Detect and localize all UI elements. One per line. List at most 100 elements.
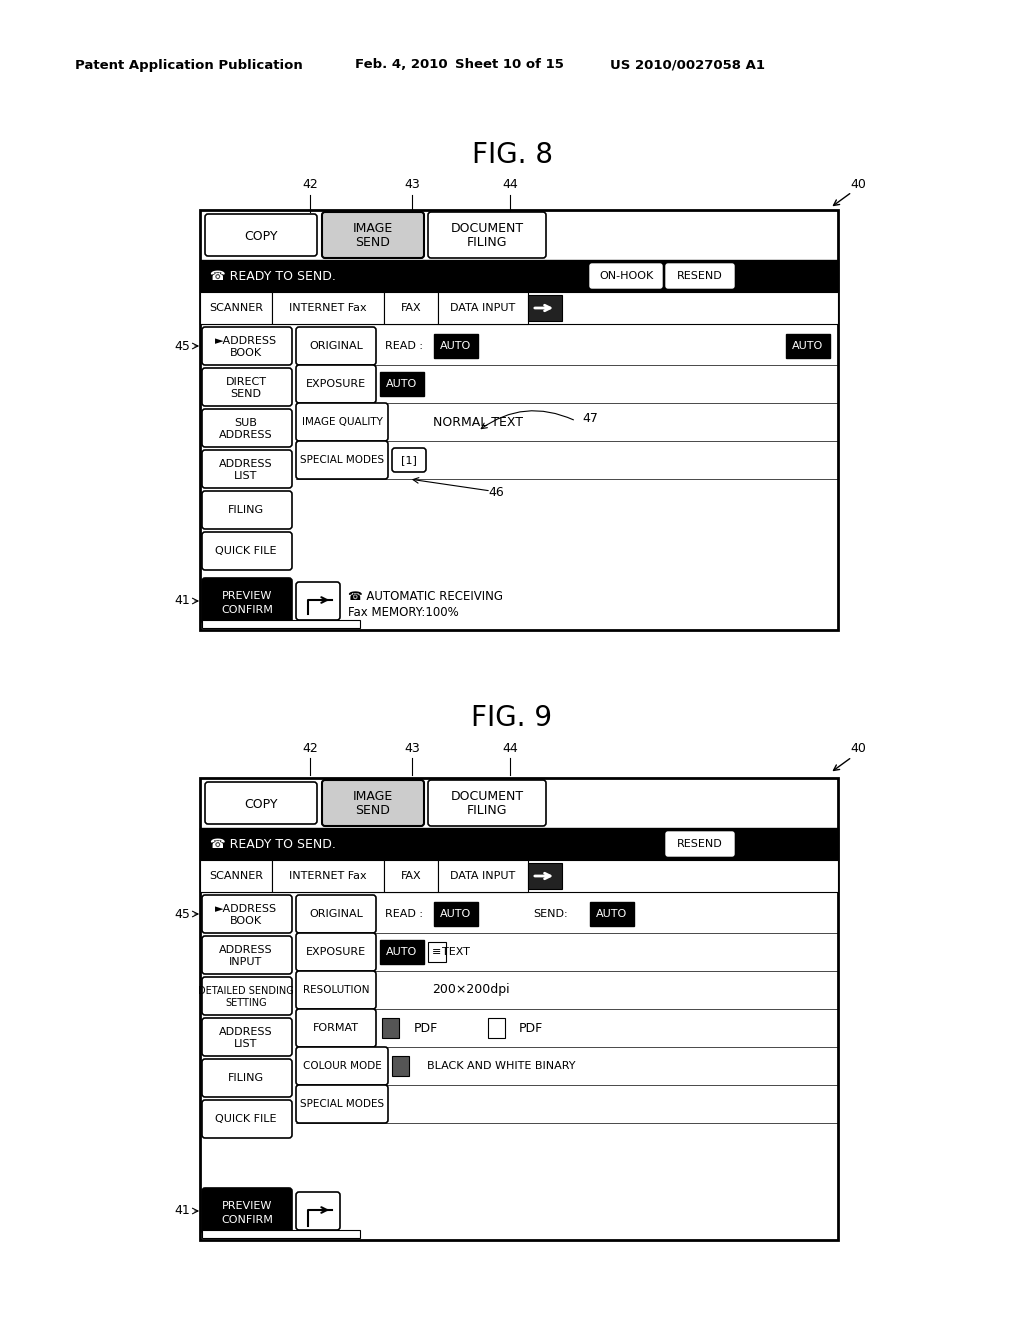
Text: SETTING: SETTING — [225, 998, 267, 1008]
FancyBboxPatch shape — [438, 292, 528, 323]
Text: 40: 40 — [850, 742, 866, 755]
Text: AUTO: AUTO — [440, 341, 472, 351]
Text: FILING: FILING — [228, 506, 264, 515]
FancyBboxPatch shape — [202, 409, 292, 447]
FancyBboxPatch shape — [202, 1100, 292, 1138]
FancyBboxPatch shape — [202, 1059, 292, 1097]
Text: READ :: READ : — [385, 341, 423, 351]
Text: 44: 44 — [502, 742, 518, 755]
Text: ☎ READY TO SEND.: ☎ READY TO SEND. — [210, 837, 336, 850]
Text: 45: 45 — [174, 339, 190, 352]
Text: COPY: COPY — [245, 230, 278, 243]
Text: PDF: PDF — [414, 1022, 438, 1035]
Text: SEND: SEND — [230, 389, 261, 399]
FancyBboxPatch shape — [202, 620, 360, 628]
FancyBboxPatch shape — [392, 447, 426, 473]
Text: BOOK: BOOK — [230, 348, 262, 358]
Text: ADDRESS: ADDRESS — [219, 945, 272, 954]
Text: ☎ AUTOMATIC RECEIVING: ☎ AUTOMATIC RECEIVING — [348, 590, 503, 602]
Text: DETAILED SENDING: DETAILED SENDING — [198, 986, 294, 997]
Text: INTERNET Fax: INTERNET Fax — [289, 871, 367, 880]
FancyBboxPatch shape — [296, 1047, 388, 1085]
FancyBboxPatch shape — [272, 861, 384, 892]
Text: SPECIAL MODES: SPECIAL MODES — [300, 1100, 384, 1109]
Text: 41: 41 — [174, 1204, 190, 1217]
FancyBboxPatch shape — [200, 260, 838, 292]
FancyBboxPatch shape — [384, 861, 438, 892]
Text: SEND:: SEND: — [534, 909, 568, 919]
Text: INPUT: INPUT — [229, 957, 262, 968]
Text: DIRECT: DIRECT — [225, 378, 266, 387]
FancyBboxPatch shape — [200, 828, 838, 861]
FancyBboxPatch shape — [202, 895, 292, 933]
FancyBboxPatch shape — [296, 972, 376, 1008]
Text: ORIGINAL: ORIGINAL — [309, 909, 362, 919]
FancyBboxPatch shape — [296, 933, 376, 972]
FancyBboxPatch shape — [528, 863, 562, 888]
Text: FAX: FAX — [400, 304, 421, 313]
FancyBboxPatch shape — [202, 578, 292, 624]
Text: INTERNET Fax: INTERNET Fax — [289, 304, 367, 313]
FancyBboxPatch shape — [200, 777, 838, 1239]
Text: ►ADDRESS: ►ADDRESS — [215, 904, 278, 913]
Text: RESEND: RESEND — [677, 271, 723, 281]
FancyBboxPatch shape — [202, 532, 292, 570]
Text: AUTO: AUTO — [386, 379, 418, 389]
FancyBboxPatch shape — [786, 334, 830, 358]
FancyBboxPatch shape — [528, 294, 562, 321]
Text: 41: 41 — [174, 594, 190, 607]
Text: FORMAT: FORMAT — [313, 1023, 359, 1034]
Text: FILING: FILING — [228, 1073, 264, 1082]
Text: AUTO: AUTO — [793, 341, 823, 351]
FancyBboxPatch shape — [205, 781, 317, 824]
FancyBboxPatch shape — [296, 441, 388, 479]
Text: 40: 40 — [850, 178, 866, 191]
Text: ADDRESS: ADDRESS — [219, 459, 272, 469]
Text: NORMAL TEXT: NORMAL TEXT — [433, 416, 523, 429]
Text: 42: 42 — [302, 178, 317, 191]
Text: 47: 47 — [582, 412, 598, 425]
Text: DATA INPUT: DATA INPUT — [451, 304, 516, 313]
Text: SUB: SUB — [234, 418, 257, 428]
FancyBboxPatch shape — [296, 1192, 340, 1230]
Text: AUTO: AUTO — [596, 909, 628, 919]
Text: IMAGE: IMAGE — [353, 222, 393, 235]
FancyBboxPatch shape — [200, 292, 838, 323]
FancyBboxPatch shape — [200, 861, 838, 892]
FancyBboxPatch shape — [434, 902, 478, 927]
FancyBboxPatch shape — [384, 292, 438, 323]
Text: 42: 42 — [302, 742, 317, 755]
Text: PDF: PDF — [519, 1022, 543, 1035]
FancyBboxPatch shape — [392, 1056, 409, 1076]
Text: QUICK FILE: QUICK FILE — [215, 546, 276, 556]
Text: FILING: FILING — [467, 235, 507, 248]
Text: DATA INPUT: DATA INPUT — [451, 871, 516, 880]
Text: ADDRESS: ADDRESS — [219, 1027, 272, 1038]
FancyBboxPatch shape — [202, 368, 292, 407]
Text: US 2010/0027058 A1: US 2010/0027058 A1 — [610, 58, 765, 71]
Text: DOCUMENT: DOCUMENT — [451, 789, 523, 803]
Text: 45: 45 — [174, 908, 190, 920]
Text: Sheet 10 of 15: Sheet 10 of 15 — [455, 58, 564, 71]
FancyBboxPatch shape — [296, 1008, 376, 1047]
Text: EXPOSURE: EXPOSURE — [306, 946, 366, 957]
Text: SEND: SEND — [355, 235, 390, 248]
Text: 44: 44 — [502, 178, 518, 191]
Text: PREVIEW: PREVIEW — [222, 1201, 272, 1210]
Text: ADDRESS: ADDRESS — [219, 430, 272, 440]
Text: READ :: READ : — [385, 909, 423, 919]
FancyBboxPatch shape — [202, 1018, 292, 1056]
Text: 200×200dpi: 200×200dpi — [432, 983, 510, 997]
FancyBboxPatch shape — [428, 213, 546, 257]
Text: ►ADDRESS: ►ADDRESS — [215, 337, 278, 346]
FancyBboxPatch shape — [202, 450, 292, 488]
Text: ORIGINAL: ORIGINAL — [309, 341, 362, 351]
FancyBboxPatch shape — [202, 1188, 292, 1234]
Text: COPY: COPY — [245, 797, 278, 810]
FancyBboxPatch shape — [428, 942, 446, 962]
Text: IMAGE QUALITY: IMAGE QUALITY — [301, 417, 382, 426]
FancyBboxPatch shape — [200, 210, 838, 630]
FancyBboxPatch shape — [202, 327, 292, 366]
Text: CONFIRM: CONFIRM — [221, 1214, 273, 1225]
FancyBboxPatch shape — [200, 292, 272, 323]
